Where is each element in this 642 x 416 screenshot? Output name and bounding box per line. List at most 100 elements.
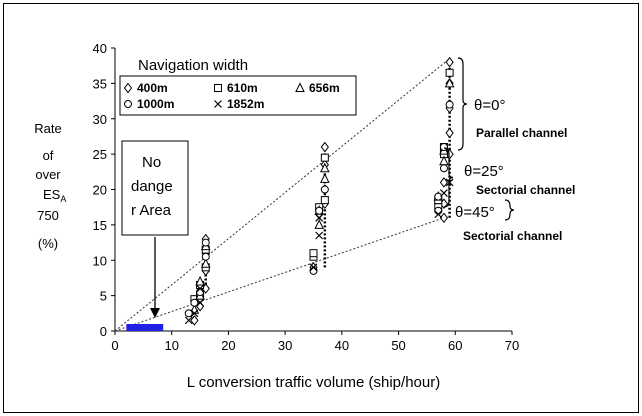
data-point-1000m: [445, 100, 454, 109]
x-tick-label: 50: [391, 338, 405, 353]
x-tick-label: 20: [221, 338, 235, 353]
annotations: No dange r Area θ=0° Parallel channel θ=25° Se…: [121, 57, 575, 318]
data-point-656m: [314, 219, 324, 229]
y-tick-label: 10: [93, 253, 107, 268]
data-point-1000m: [201, 238, 210, 247]
danger-arrowhead: [150, 308, 160, 318]
data-point-400m: [445, 127, 454, 139]
x-tick-label: 30: [278, 338, 292, 353]
trendline: [114, 217, 445, 332]
data-point-656m: [444, 77, 455, 88]
data-point-1000m: [190, 298, 199, 307]
data-point-1000m: [439, 164, 448, 173]
axes: 0 10 20 30 40 50 60 70 0 5 10 15 20 25 30 35 40: [93, 41, 520, 353]
y-tick-label: 30: [93, 112, 107, 127]
y-axis-title-line: 750: [37, 208, 59, 223]
legend-entry: 656m: [309, 81, 340, 95]
data-point-1000m: [434, 192, 443, 201]
legend-title: Navigation width: [138, 57, 248, 74]
danger-label-box: [121, 140, 189, 236]
data-point-400m: [320, 141, 329, 153]
y-axis-title-line: Rate: [34, 121, 61, 136]
x-tick-label: 0: [111, 338, 118, 353]
danger-zone-bar: [126, 324, 164, 331]
data-point-1000m: [184, 309, 193, 318]
legend-marker-1000m: [124, 100, 132, 108]
x-axis-title: L conversion traffic volume (ship/hour): [187, 374, 440, 391]
data-point-1852m: [440, 189, 448, 197]
legend-entry: 1852m: [227, 97, 264, 111]
y-axis-title-subscript: A: [60, 194, 66, 204]
theta45-annotation: θ=45°: [455, 204, 495, 221]
x-tick-label: 60: [448, 338, 462, 353]
legend-marker-1852m: [214, 100, 222, 108]
data-point-656m: [320, 173, 330, 183]
data-point-610m: [320, 153, 329, 162]
danger-label-line: No: [142, 154, 161, 171]
danger-label-line: r Area: [131, 202, 172, 219]
legend-entry: 400m: [137, 81, 168, 95]
legend-marker-656m: [295, 82, 305, 92]
data-point-400m: [190, 315, 199, 326]
data-point-1852m: [315, 231, 324, 240]
y-tick-label: 20: [93, 183, 107, 198]
y-tick-label: 40: [93, 41, 107, 56]
data-points: [184, 56, 455, 326]
data-point-1852m: [196, 284, 204, 293]
brace-theta45: [504, 199, 515, 221]
data-point-1852m: [445, 178, 454, 187]
y-tick-label: 15: [93, 218, 107, 233]
data-point-656m: [320, 162, 330, 173]
danger-label-line: dange: [131, 178, 173, 195]
data-point-1852m: [315, 213, 324, 222]
y-axis-title-line: ESA: [43, 187, 66, 204]
data-point-1000m: [434, 206, 443, 215]
data-point-400m: [445, 56, 454, 68]
y-tick-label: 25: [93, 147, 107, 162]
data-point-400m: [439, 177, 449, 188]
data-point-1852m: [309, 263, 318, 272]
legend-entry: 1000m: [137, 97, 174, 111]
sectorial-channel-label-1: Sectorial channel: [476, 183, 575, 197]
legend: Navigation width 400m 610m 656m 1000m 1852m: [119, 57, 357, 116]
y-tick-label: 0: [100, 324, 107, 339]
data-point-1000m: [201, 252, 210, 261]
legend-box: [119, 75, 357, 116]
brace-theta25: [443, 147, 454, 208]
sectorial-channel-label-2: Sectorial channel: [463, 229, 562, 243]
data-point-656m: [195, 275, 205, 286]
y-axis-title-line: over: [35, 167, 61, 182]
data-point-1000m: [320, 185, 329, 194]
y-axis-title-line: of: [43, 148, 54, 163]
data-point-1000m: [309, 266, 318, 275]
data-point-1852m: [190, 309, 199, 318]
data-point-400m: [439, 212, 449, 224]
parallel-channel-label: Parallel channel: [476, 126, 567, 140]
y-tick-label: 5: [100, 289, 107, 304]
data-point-1852m: [184, 316, 193, 325]
data-point-656m: [200, 258, 211, 268]
figure-frame: [3, 3, 639, 413]
data-point-1852m: [434, 210, 443, 219]
data-point-1852m: [196, 298, 204, 307]
y-axis-title-line: (%): [38, 236, 58, 251]
data-point-1000m: [196, 288, 205, 297]
theta0-annotation: θ=0°: [474, 97, 505, 114]
theta25-annotation: θ=25°: [464, 163, 504, 180]
legend-marker-400m: [123, 82, 133, 94]
legend-marker-610m: [214, 84, 222, 92]
x-tick-label: 70: [505, 338, 519, 353]
data-point-610m: [445, 68, 454, 77]
y-tick-label: 35: [93, 76, 107, 91]
data-point-610m: [309, 249, 318, 258]
data-point-1000m: [439, 143, 448, 152]
x-tick-label: 40: [335, 338, 349, 353]
legend-entry: 610m: [227, 81, 258, 95]
x-tick-label: 10: [164, 338, 178, 353]
axis-labels: L conversion traffic volume (ship/hour) R…: [34, 121, 440, 391]
data-point-1000m: [315, 206, 324, 215]
data-point-610m: [320, 196, 329, 205]
brace-theta0: [457, 57, 468, 151]
danger-zone: [126, 324, 164, 331]
